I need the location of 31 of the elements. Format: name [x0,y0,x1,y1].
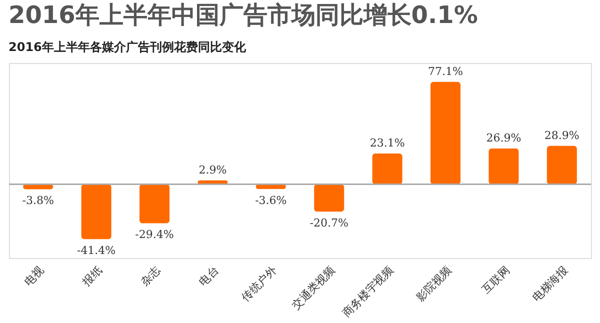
x-tick-label: 影院视频 [414,264,454,304]
bar [140,184,170,224]
x-tick-label: 杂志 [138,264,163,289]
data-label: -29.4% [135,228,174,242]
x-tick-label: 互联网 [480,264,512,296]
bar [314,184,344,212]
data-label: 2.9% [198,163,227,176]
chart-subtitle: 2016年上半年各媒介广告刊例花费同比变化 [8,40,247,54]
data-label: 26.9% [486,131,522,144]
x-tick-label: 电视 [22,264,47,289]
data-label: 23.1% [370,136,405,150]
x-tick-label: 交通类视频 [290,264,338,312]
x-tick-label: 电台 [196,264,222,289]
x-tick-label: 报纸 [79,264,105,290]
bar [488,148,519,184]
chart-title: 2016年上半年中国广告市场同比增长0.1% [8,1,478,29]
data-label: 77.1% [428,64,463,78]
data-label: -41.4% [76,244,116,258]
bar [256,184,286,189]
x-tick-label: 电梯海报 [530,264,570,304]
bar [372,154,402,184]
data-label: -3.6% [255,194,287,207]
bar [546,146,577,184]
x-tick-label: 商务楼宇视频 [340,264,396,320]
bar [81,184,112,240]
data-label: -3.8% [22,194,54,208]
bar [430,82,460,184]
bar [23,184,54,190]
data-label: -20.7% [310,216,348,230]
x-tick-label: 传统户外 [239,264,280,304]
data-label: 28.9% [544,128,580,142]
